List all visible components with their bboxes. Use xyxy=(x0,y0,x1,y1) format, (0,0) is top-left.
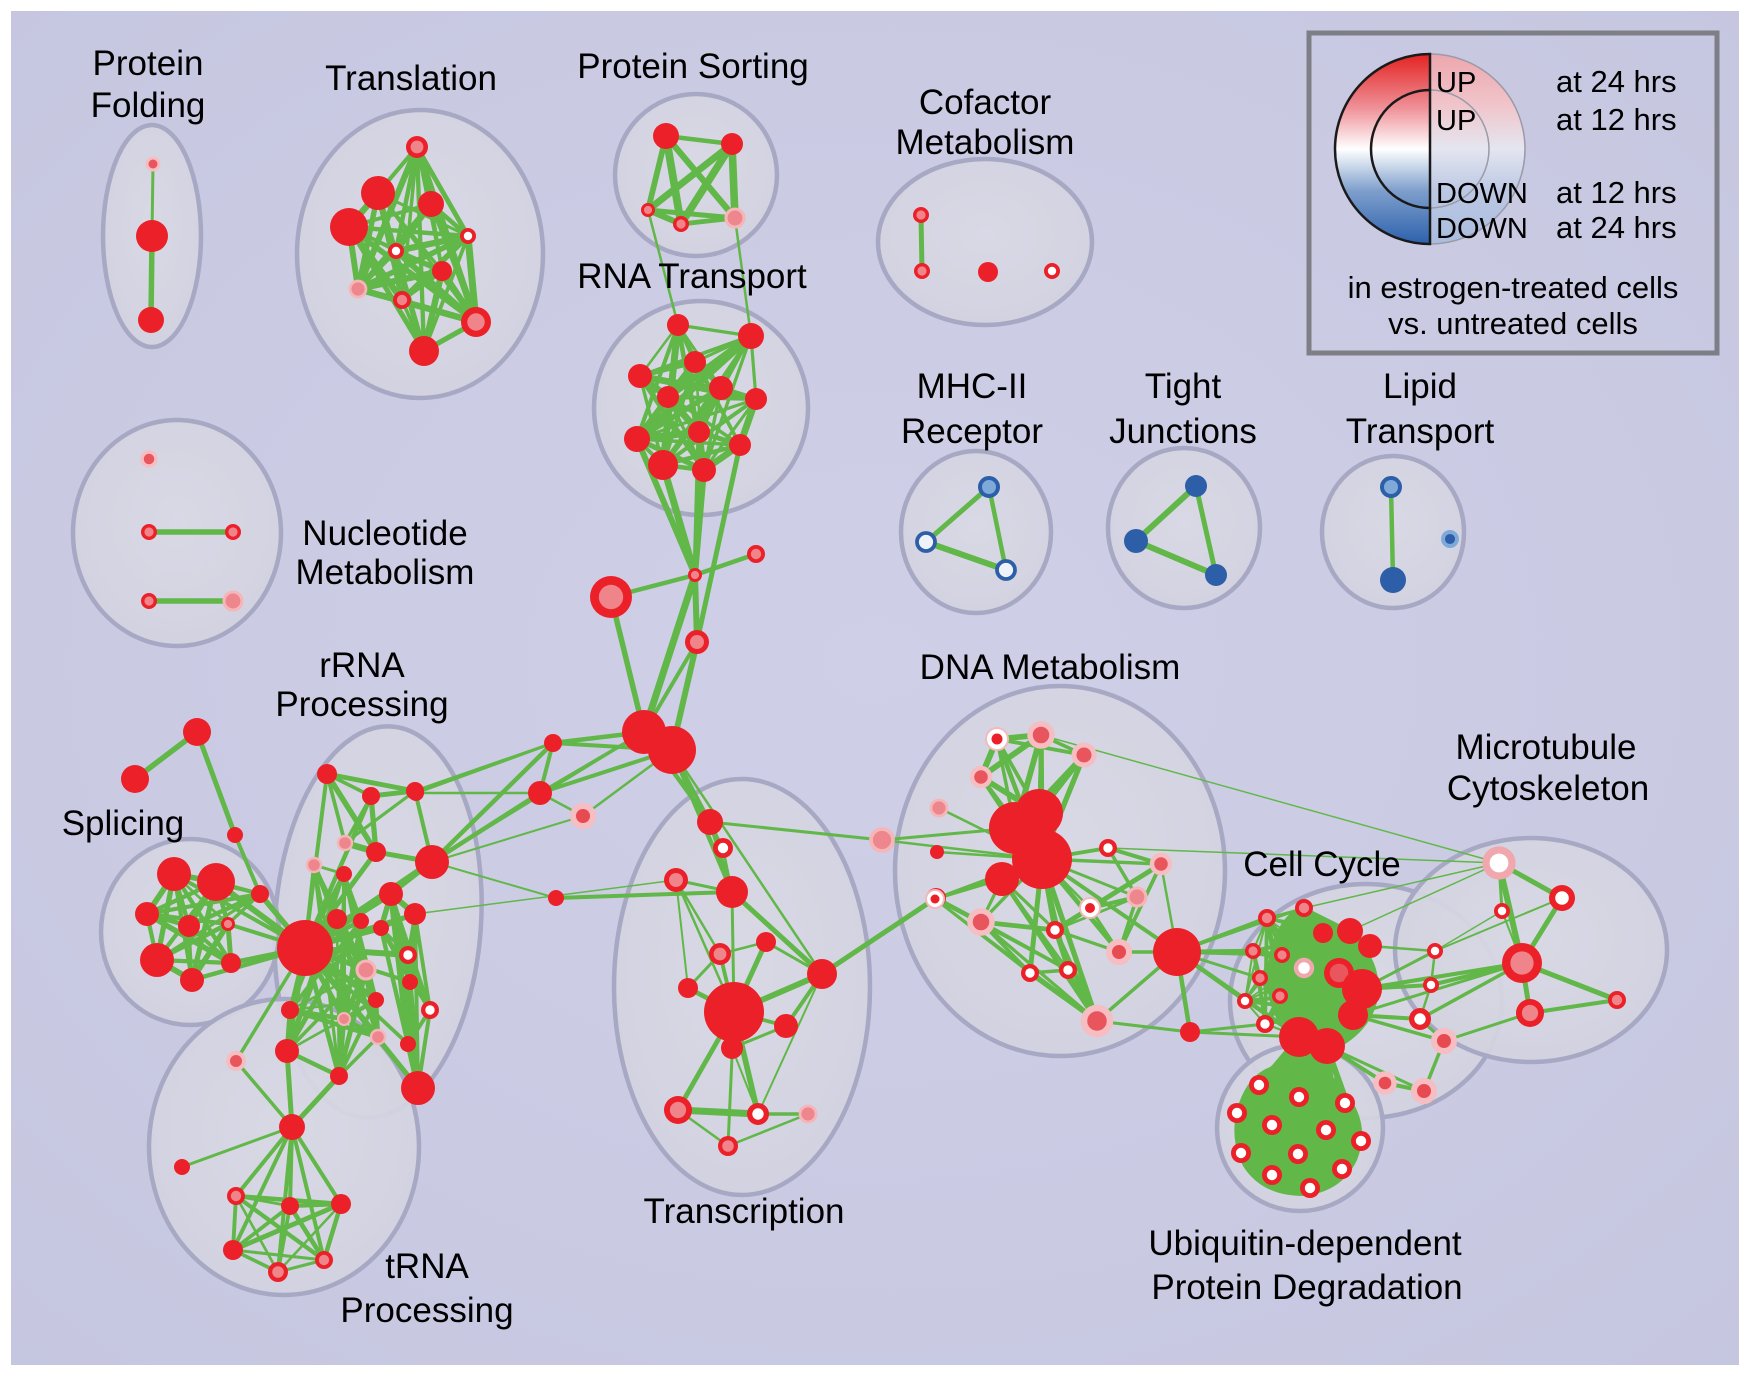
svg-text:rRNA: rRNA xyxy=(319,646,405,685)
svg-text:at 24 hrs: at 24 hrs xyxy=(1556,210,1677,245)
svg-text:DOWN: DOWN xyxy=(1436,213,1528,245)
svg-text:RNA Transport: RNA Transport xyxy=(577,257,807,296)
svg-text:Nucleotide: Nucleotide xyxy=(302,514,467,553)
svg-text:Metabolism: Metabolism xyxy=(896,123,1075,162)
svg-text:Cytoskeleton: Cytoskeleton xyxy=(1447,769,1649,808)
svg-text:tRNA: tRNA xyxy=(385,1247,469,1286)
svg-text:UP: UP xyxy=(1436,67,1476,99)
svg-text:vs. untreated cells: vs. untreated cells xyxy=(1388,306,1638,341)
svg-text:MHC-II: MHC-II xyxy=(917,367,1028,406)
svg-text:Microtubule: Microtubule xyxy=(1456,728,1637,767)
svg-text:Metabolism: Metabolism xyxy=(296,553,475,592)
svg-text:Transcription: Transcription xyxy=(644,1192,845,1231)
svg-text:Folding: Folding xyxy=(91,86,206,125)
svg-text:Processing: Processing xyxy=(340,1291,513,1330)
svg-text:at 12 hrs: at 12 hrs xyxy=(1556,102,1677,137)
svg-text:Protein Sorting: Protein Sorting xyxy=(577,47,809,86)
svg-text:Translation: Translation xyxy=(325,59,497,98)
svg-text:in estrogen-treated cells: in estrogen-treated cells xyxy=(1348,270,1679,305)
svg-text:Cofactor: Cofactor xyxy=(919,83,1052,122)
svg-text:Junctions: Junctions xyxy=(1109,412,1257,451)
svg-text:UP: UP xyxy=(1436,105,1476,137)
svg-text:Tight: Tight xyxy=(1145,367,1222,406)
svg-text:Cell Cycle: Cell Cycle xyxy=(1243,845,1401,884)
svg-text:Lipid: Lipid xyxy=(1383,367,1457,406)
svg-text:DNA Metabolism: DNA Metabolism xyxy=(920,648,1181,687)
svg-text:at 12 hrs: at 12 hrs xyxy=(1556,175,1677,210)
svg-text:Ubiquitin-dependent: Ubiquitin-dependent xyxy=(1148,1224,1462,1263)
svg-text:Protein: Protein xyxy=(93,44,204,83)
svg-text:at 24 hrs: at 24 hrs xyxy=(1556,64,1677,99)
svg-text:Receptor: Receptor xyxy=(901,412,1043,451)
svg-text:DOWN: DOWN xyxy=(1436,178,1528,210)
svg-text:Processing: Processing xyxy=(275,685,448,724)
svg-text:Splicing: Splicing xyxy=(62,804,185,843)
svg-text:Transport: Transport xyxy=(1346,412,1495,451)
svg-text:Protein Degradation: Protein Degradation xyxy=(1151,1268,1462,1307)
